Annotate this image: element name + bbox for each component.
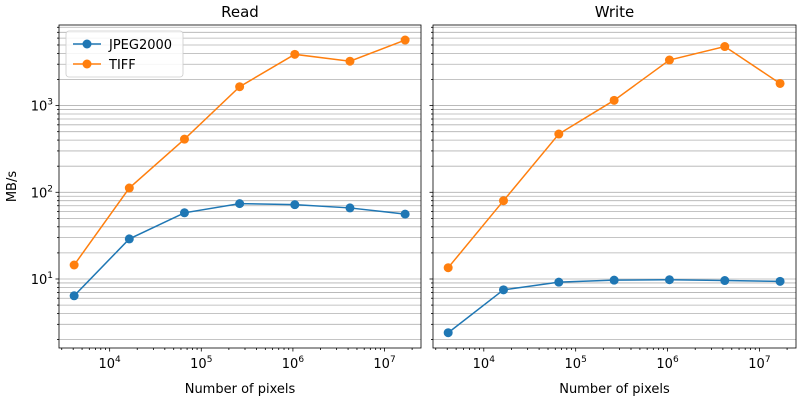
data-point-jpeg2000 — [443, 328, 453, 338]
x-tick-label: 105 — [565, 355, 587, 372]
data-point-jpeg2000 — [290, 200, 300, 210]
y-axis-label: MB/s — [5, 171, 20, 203]
x-tick-label: 104 — [473, 355, 496, 372]
legend-label-jpeg2000: JPEG2000 — [108, 38, 172, 53]
data-point-jpeg2000 — [498, 285, 508, 295]
y-tick-label: 101 — [31, 271, 53, 288]
data-point-jpeg2000 — [400, 209, 410, 219]
data-point-jpeg2000 — [720, 276, 730, 286]
x-tick-label: 107 — [373, 355, 395, 372]
data-point-tiff — [554, 129, 564, 139]
plot-frame — [432, 24, 797, 349]
legend-marker-tiff — [82, 59, 92, 69]
data-point-tiff — [345, 56, 355, 66]
data-point-jpeg2000 — [554, 277, 564, 287]
data-point-tiff — [235, 82, 245, 92]
data-point-tiff — [69, 260, 79, 270]
chart-title: Write — [595, 3, 635, 21]
x-tick-label: 106 — [656, 355, 679, 372]
data-point-tiff — [498, 196, 508, 206]
data-point-tiff — [720, 42, 730, 52]
data-point-jpeg2000 — [235, 199, 245, 209]
data-point-tiff — [775, 78, 785, 88]
data-point-jpeg2000 — [179, 208, 189, 218]
data-point-tiff — [124, 183, 134, 193]
x-tick-label: 107 — [748, 355, 770, 372]
chart-panel-1: 104 105 106 107 Write Number of pixels — [429, 3, 797, 397]
data-point-jpeg2000 — [69, 291, 79, 301]
data-point-tiff — [609, 95, 619, 105]
legend-frame — [65, 30, 184, 78]
legend-label-tiff: TIFF — [108, 58, 136, 73]
data-point-jpeg2000 — [609, 275, 619, 285]
chart-panel-0: 104 105 106 107 101 102 103 Read Number of pixel… — [5, 3, 422, 397]
x-tick-label: 104 — [99, 355, 122, 372]
x-axis-label: Number of pixels — [559, 382, 670, 397]
data-point-tiff — [179, 134, 189, 144]
data-point-jpeg2000 — [775, 276, 785, 286]
series-line-jpeg2000 — [73, 202, 406, 297]
x-tick-label: 106 — [282, 355, 305, 372]
legend-marker-jpeg2000 — [82, 39, 92, 49]
data-point-jpeg2000 — [345, 203, 355, 213]
x-axis-label: Number of pixels — [185, 382, 296, 397]
y-tick-label: 102 — [31, 184, 53, 201]
y-tick-label: 103 — [31, 98, 53, 115]
plot-frame — [58, 24, 422, 349]
data-point-tiff — [290, 49, 300, 59]
x-tick-label: 105 — [190, 355, 212, 372]
data-point-tiff — [443, 263, 453, 273]
data-point-jpeg2000 — [124, 234, 134, 244]
data-point-jpeg2000 — [664, 275, 674, 285]
chart-title: Read — [221, 3, 259, 21]
data-point-tiff — [400, 35, 410, 45]
data-point-tiff — [664, 55, 674, 65]
legend: JPEG2000 TIFF — [65, 30, 184, 78]
